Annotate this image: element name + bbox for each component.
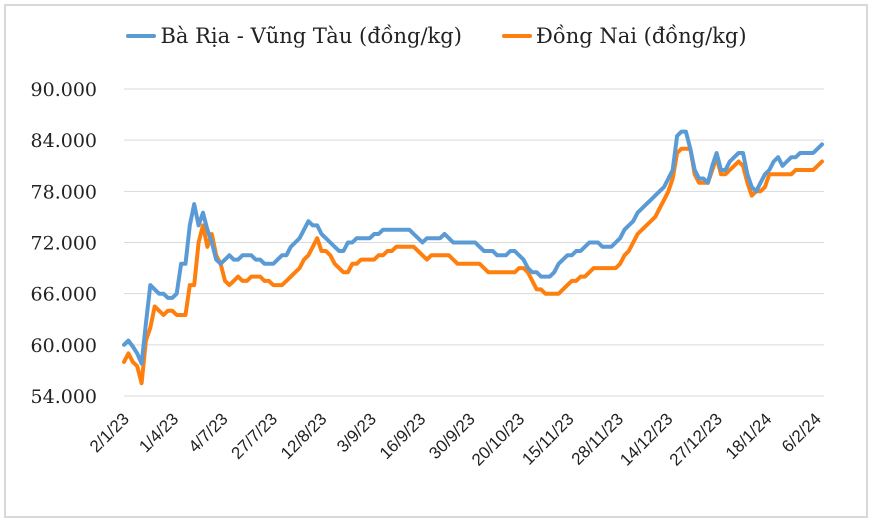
y-tick-label: 78.000 bbox=[31, 181, 97, 203]
y-tick-label: 66.000 bbox=[31, 284, 97, 306]
series-lines bbox=[122, 129, 824, 386]
gridlines bbox=[124, 88, 824, 397]
y-tick-label: 54.000 bbox=[31, 386, 97, 408]
x-tick-label: 4/7/23 bbox=[185, 409, 232, 456]
legend-swatch-orange-line-icon bbox=[501, 34, 532, 38]
chart-frame bbox=[4, 4, 868, 518]
x-tick-label: 27/12/23 bbox=[666, 409, 726, 469]
y-tick-label: 60.000 bbox=[31, 335, 97, 357]
x-tick-label: 6/2/24 bbox=[778, 409, 825, 456]
legend-item-dong-nai[interactable]: Đồng Nai (đồng/kg) bbox=[501, 24, 747, 48]
x-tick-label: 28/11/23 bbox=[568, 409, 627, 468]
series-line[interactable] bbox=[122, 146, 824, 386]
x-tick-label: 18/1/24 bbox=[722, 409, 776, 463]
y-tick-label: 84.000 bbox=[31, 130, 97, 152]
x-tick-label: 27/7/23 bbox=[228, 409, 282, 463]
x-tick-label: 14/12/23 bbox=[616, 409, 676, 469]
y-axis-labels: 90.000 84.000 78.000 72.000 66.000 60.000 54.0… bbox=[31, 79, 97, 408]
y-tick-label: 72.000 bbox=[31, 233, 97, 255]
series-line[interactable] bbox=[122, 129, 824, 366]
chart-legend: Bà Rịa - Vũng Tàu (đồng/kg) Đồng Nai (đồ… bbox=[0, 24, 873, 48]
x-tick-label: 12/8/23 bbox=[277, 409, 331, 463]
x-tick-label: 2/1/23 bbox=[86, 409, 133, 456]
y-tick-label: 90.000 bbox=[31, 79, 97, 101]
x-tick-label: 15/11/23 bbox=[518, 409, 577, 468]
legend-label: Đồng Nai (đồng/kg) bbox=[535, 24, 747, 48]
legend-item-ba-ria-vung-tau[interactable]: Bà Rịa - Vũng Tàu (đồng/kg) bbox=[126, 24, 462, 48]
x-tick-label: 1/4/23 bbox=[135, 409, 182, 456]
legend-label: Bà Rịa - Vũng Tàu (đồng/kg) bbox=[160, 24, 462, 48]
x-tick-label: 3/9/23 bbox=[333, 409, 380, 456]
x-tick-label: 16/9/23 bbox=[376, 409, 430, 463]
x-tick-label: 20/10/23 bbox=[468, 409, 528, 469]
legend-swatch-blue-line-icon bbox=[126, 34, 157, 38]
